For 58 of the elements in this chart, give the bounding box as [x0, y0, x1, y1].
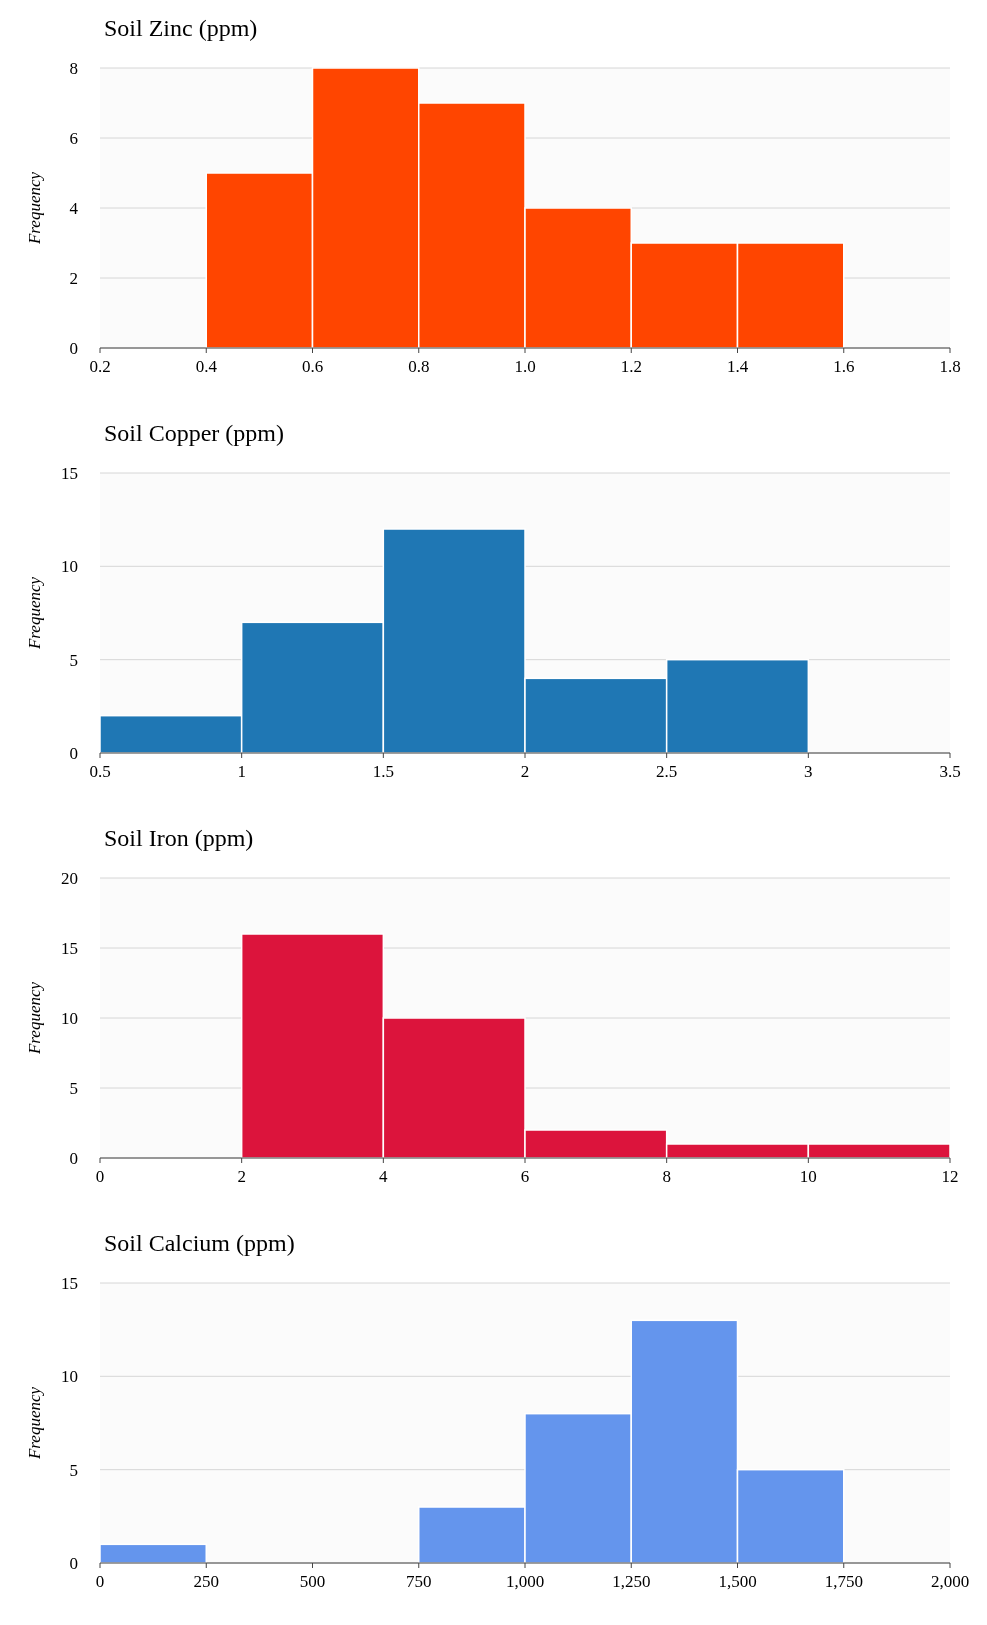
- y-tick-label: 0: [69, 1148, 78, 1168]
- x-tick-label: 1,000: [505, 1572, 545, 1591]
- x-tick-label: 1.0: [514, 357, 536, 376]
- y-axis-title: Frequency: [25, 1386, 44, 1461]
- y-tick-label: 15: [61, 1273, 78, 1293]
- y-tick-label: 8: [69, 58, 78, 78]
- x-tick-label: 0.5: [89, 762, 111, 781]
- x-tick-label: 2: [237, 1167, 246, 1186]
- y-tick-label: 10: [61, 557, 78, 577]
- x-tick-label: 1,500: [718, 1572, 757, 1591]
- x-tick-label: 12: [941, 1167, 959, 1186]
- x-tick-label: 500: [299, 1572, 326, 1591]
- y-axis-title: Frequency: [25, 576, 44, 651]
- x-tick-label: 10: [799, 1167, 817, 1186]
- y-tick-label: 0: [69, 743, 78, 763]
- chart-title: Soil Iron (ppm): [104, 825, 254, 851]
- x-tick-label: 3: [804, 762, 813, 781]
- x-tick-label: 1,250: [612, 1572, 651, 1591]
- x-tick-label: 0: [95, 1572, 105, 1591]
- y-tick-label: 15: [61, 938, 78, 958]
- y-tick-label: 10: [61, 1367, 78, 1387]
- x-tick-label: 0.6: [301, 357, 324, 376]
- y-tick-label: 15: [61, 463, 78, 483]
- y-axis-title: Frequency: [25, 981, 44, 1056]
- x-tick-label: 6: [520, 1167, 530, 1186]
- y-tick-label: 0: [69, 338, 78, 358]
- x-tick-label: 1.4: [726, 357, 749, 376]
- chart-title: Soil Zinc (ppm): [104, 15, 258, 41]
- x-tick-label: 2.5: [656, 762, 678, 781]
- y-tick-label: 10: [61, 1008, 78, 1028]
- x-tick-label: 4: [379, 1167, 389, 1186]
- y-tick-label: 5: [69, 1078, 78, 1098]
- chart-title: Soil Copper (ppm): [104, 420, 284, 446]
- x-tick-label: 1,750: [824, 1572, 863, 1591]
- x-tick-label: 3.5: [939, 762, 961, 781]
- x-tick-label: 8: [662, 1167, 671, 1186]
- y-tick-label: 4: [69, 198, 79, 218]
- y-tick-label: 6: [69, 128, 78, 148]
- x-tick-label: 0.4: [195, 357, 218, 376]
- x-tick-label: 0: [95, 1167, 105, 1186]
- x-tick-label: 2,000: [930, 1572, 970, 1591]
- x-tick-label: 0.2: [89, 357, 111, 376]
- y-tick-label: 5: [69, 650, 78, 670]
- x-tick-label: 250: [193, 1572, 219, 1591]
- x-tick-label: 1.8: [939, 357, 961, 376]
- x-tick-label: 750: [406, 1572, 432, 1591]
- x-tick-label: 1.2: [620, 357, 642, 376]
- y-tick-label: 2: [69, 268, 78, 288]
- x-tick-label: 1: [237, 762, 246, 781]
- x-tick-label: 0.8: [408, 357, 430, 376]
- x-tick-label: 2: [520, 762, 530, 781]
- x-tick-label: 1.6: [833, 357, 855, 376]
- y-axis-title: Frequency: [25, 171, 44, 246]
- chart-title: Soil Calcium (ppm): [104, 1230, 295, 1256]
- y-tick-label: 5: [69, 1460, 78, 1480]
- y-tick-label: 0: [69, 1553, 78, 1573]
- y-tick-label: 20: [61, 868, 78, 888]
- x-tick-label: 1.5: [372, 762, 394, 781]
